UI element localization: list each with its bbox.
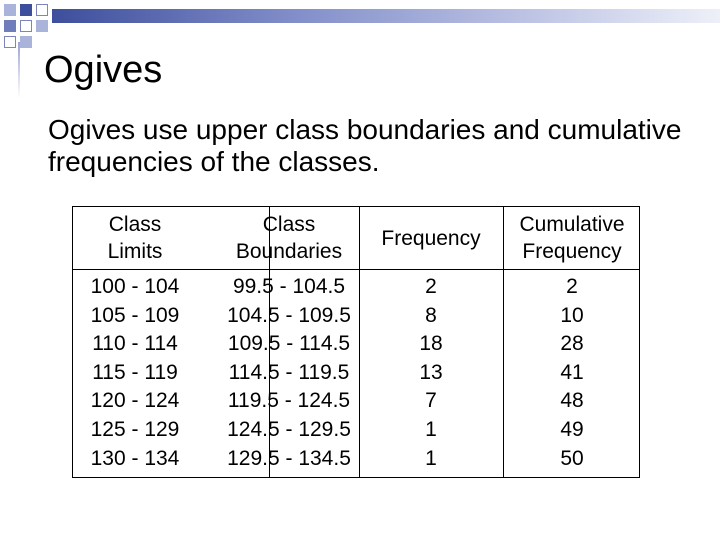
decorative-squares [0,0,60,60]
table-cell: 130 - 134 [90,446,180,470]
table-cell: 119.5 - 124.5 [227,389,351,413]
table-cell: 109.5 - 114.5 [227,332,351,356]
table-cell: 115 - 119 [92,360,178,384]
table-cell: 2 [425,275,437,298]
page-title: Ogives [44,49,163,91]
column-class-limits: Class Limits 100 - 104 105 - 109 110 - 1… [73,207,197,477]
table-cell: 7 [425,389,437,413]
table-cell: 125 - 129 [90,417,180,441]
table-cell: 8 [425,303,437,327]
column-divider [503,207,504,477]
table-cell: 120 - 124 [90,389,180,413]
header-divider [73,269,639,270]
table-cell: 50 [560,446,584,470]
table-cell: 13 [419,360,443,384]
table-cell: 104.5 - 109.5 [227,303,351,327]
body-text: Ogives use upper class boundaries and cu… [48,114,682,177]
column-cells: 100 - 104 105 - 109 110 - 114 115 - 119 … [73,273,197,473]
table-cell: 49 [560,417,584,441]
column-cells: 2 8 18 13 7 1 1 [365,273,497,473]
column-header: Class Limits [107,213,163,263]
table-cell: 28 [560,332,584,356]
table-cell: 124.5 - 129.5 [227,417,351,441]
column-header: Class Boundaries [235,213,343,263]
table-cell: 1 [425,446,437,470]
table-cell: 100 - 104 [90,275,180,298]
table-cell: 129.5 - 134.5 [227,446,351,470]
column-frequency: Frequency 2 8 18 13 7 1 1 [365,207,497,477]
table-cell: 114.5 - 119.5 [228,360,350,384]
column-cumulative-frequency: Cumulative Frequency 2 10 28 41 48 49 50 [505,207,639,477]
column-divider [359,207,360,477]
table-cell: 105 - 109 [90,303,180,327]
column-class-boundaries: Class Boundaries 99.5 - 104.5 104.5 - 10… [203,207,375,477]
table-cell: 18 [419,332,443,356]
table-cell: 41 [560,360,584,384]
table-cell: 110 - 114 [92,332,178,356]
table-cell: 2 [566,275,578,298]
column-cells: 99.5 - 104.5 104.5 - 109.5 109.5 - 114.5… [203,273,375,473]
column-header: Cumulative Frequency [519,213,625,263]
frequency-table: Class Limits 100 - 104 105 - 109 110 - 1… [72,206,640,478]
column-header: Frequency [381,226,481,250]
header-gradient-bar [52,9,720,23]
table-cell: 1 [425,417,437,441]
table-cell: 48 [560,389,584,413]
table-cell: 10 [560,303,584,327]
column-divider [269,207,270,477]
decorative-vertical-bar [18,42,20,98]
column-cells: 2 10 28 41 48 49 50 [505,273,639,473]
table-cell: 99.5 - 104.5 [232,275,346,298]
